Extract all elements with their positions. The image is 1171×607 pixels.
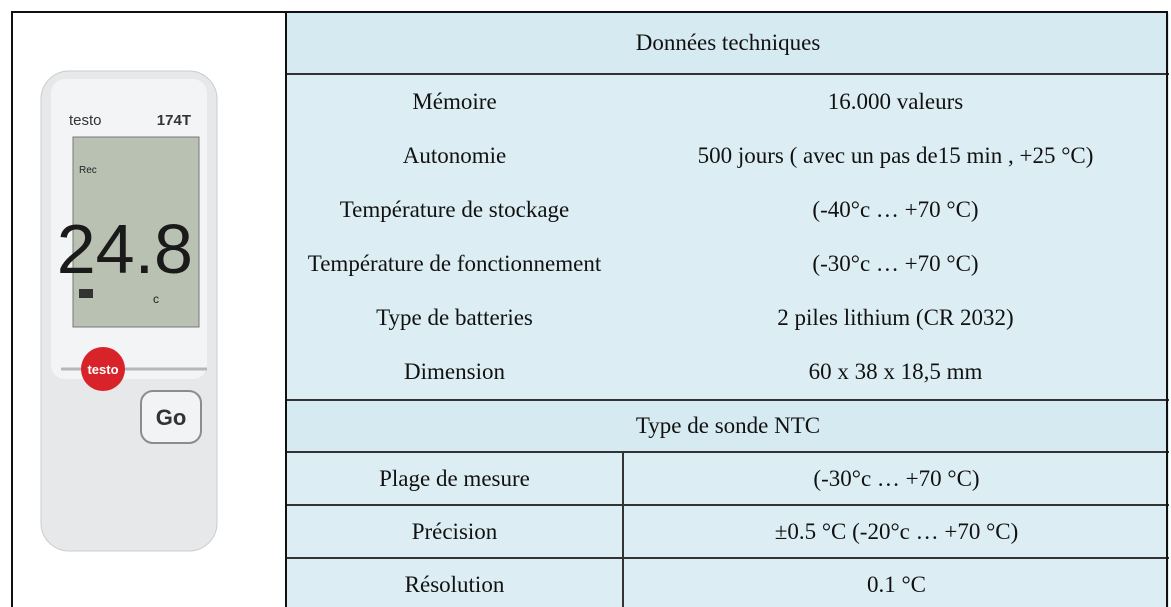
page: testo 174T Rec 24.8 c testo Go Données t… [0, 0, 1171, 607]
frame [11, 11, 1168, 607]
